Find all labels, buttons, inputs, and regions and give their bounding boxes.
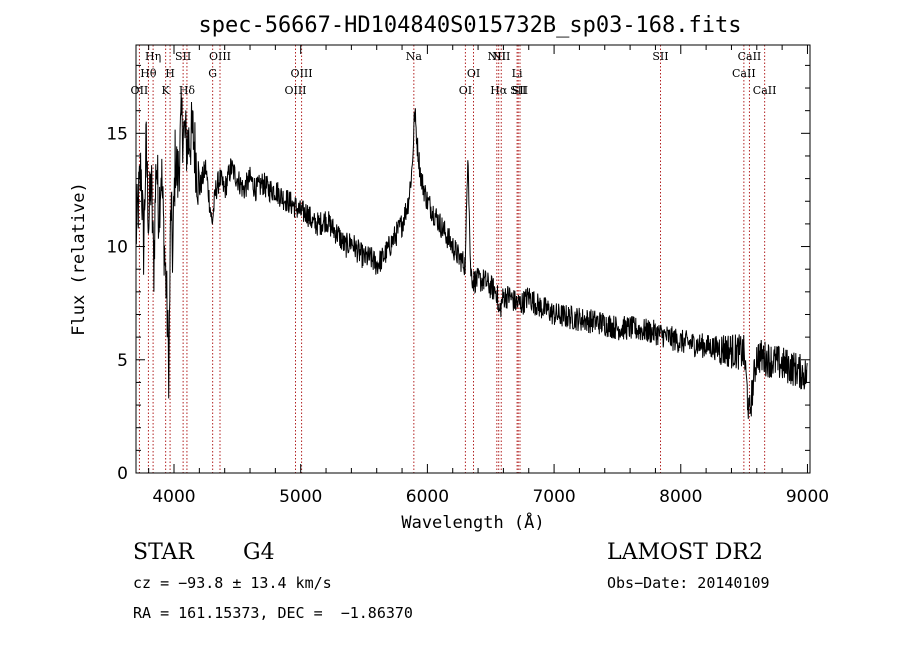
observation-date: Obs−Date: 20140109 — [607, 574, 770, 592]
line-label: Hθ — [140, 67, 157, 80]
line-label: SII — [512, 84, 528, 97]
plot-frame — [135, 44, 811, 474]
line-label: SII — [652, 50, 668, 63]
y-tick-label: 15 — [106, 124, 128, 144]
x-tick-label: 7000 — [532, 487, 575, 507]
line-label: OIII — [291, 67, 313, 80]
line-label: G — [208, 67, 217, 80]
line-label: OI — [467, 67, 480, 80]
line-label: Li — [512, 67, 523, 80]
spectral-line-markers — [138, 45, 766, 473]
line-label: OIII — [209, 50, 231, 63]
y-axis: 0 5 10 15 — [106, 64, 810, 484]
line-label: Hα — [490, 84, 508, 97]
spectrum-line — [135, 91, 808, 419]
line-label: OI — [459, 84, 472, 97]
line-label: SII — [175, 50, 191, 63]
line-label: H — [165, 67, 175, 80]
x-tick-label: 9000 — [786, 487, 829, 507]
y-tick-label: 5 — [117, 351, 128, 371]
ra-dec: RA = 161.15373, DEC = −1.86370 — [133, 604, 413, 622]
x-axis-label: Wavelength (Å) — [401, 511, 544, 533]
x-tick-label: 5000 — [279, 487, 322, 507]
object-class: STAR — [133, 540, 194, 565]
chart-title: spec-56667-HD104840S015732B_sp03-168.fit… — [198, 13, 741, 38]
spectral-line-labels: OIIHθHηKHSIIHδGOIIIOIIIOIIINaOIOINIIHαNI… — [131, 50, 777, 97]
x-tick-label: 8000 — [659, 487, 702, 507]
line-label: Hη — [145, 50, 161, 63]
y-tick-label: 0 — [117, 464, 128, 484]
y-tick-label: 10 — [106, 238, 128, 258]
x-tick-label: 6000 — [406, 487, 449, 507]
line-label: K — [162, 84, 171, 97]
x-tick-label: 4000 — [152, 487, 195, 507]
x-axis: 4000 5000 6000 7000 8000 9000 — [148, 45, 829, 507]
line-label: Hδ — [179, 84, 196, 97]
line-label: OII — [131, 84, 149, 97]
survey-name: LAMOST DR2 — [607, 540, 763, 565]
line-label: OIII — [284, 84, 306, 97]
redshift-cz: cz = −93.8 ± 13.4 km/s — [133, 574, 332, 592]
line-label: SII — [510, 84, 526, 97]
y-axis-label: Flux (relative) — [69, 182, 89, 336]
line-label: CaII — [753, 84, 777, 97]
object-subclass: G4 — [243, 540, 275, 565]
line-label: CaII — [732, 67, 756, 80]
line-label: NII — [488, 50, 506, 63]
line-label: Na — [406, 50, 423, 63]
line-label: CaII — [738, 50, 762, 63]
line-label: NII — [492, 50, 510, 63]
